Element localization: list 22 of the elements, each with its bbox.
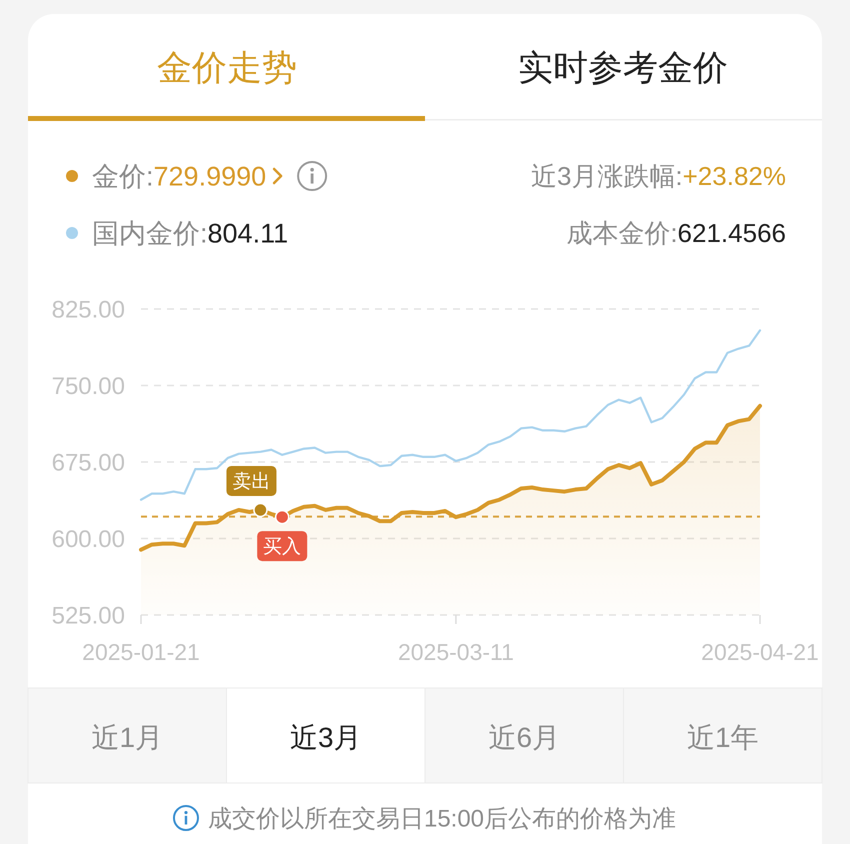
legend-label: 国内金价:804.11	[92, 218, 288, 248]
y-tick-label: 675.00	[52, 449, 125, 476]
y-tick-label: 600.00	[52, 526, 125, 553]
x-tick-label: 2025-03-11	[398, 639, 514, 666]
text: 近1月	[91, 722, 164, 753]
x-tick-label: 2025-01-21	[82, 639, 200, 666]
y-tick-label: 525.00	[52, 602, 125, 630]
text: 近6月	[488, 722, 560, 753]
series-label: 买入	[263, 536, 302, 558]
x-tick-label: 2025-04-21	[701, 639, 819, 666]
line-series	[140, 329, 762, 501]
y-tick-label: 825.00	[52, 296, 125, 324]
legend-label: 金价:729.9990	[92, 161, 266, 192]
text: 近3月	[290, 722, 362, 753]
series-label: 卖出	[232, 472, 270, 493]
y-tick-label: 750.00	[52, 372, 125, 400]
text: 实时参考金价	[518, 48, 728, 88]
text: 近3月涨跌幅:+23.82%	[530, 161, 786, 192]
chart-title: 金价走势	[157, 48, 297, 88]
text: 成本金价:621.4566	[566, 218, 786, 248]
text: 近1年	[686, 722, 759, 753]
text: 成交价以所在交易日15:00后公布的价格为准	[208, 805, 676, 832]
